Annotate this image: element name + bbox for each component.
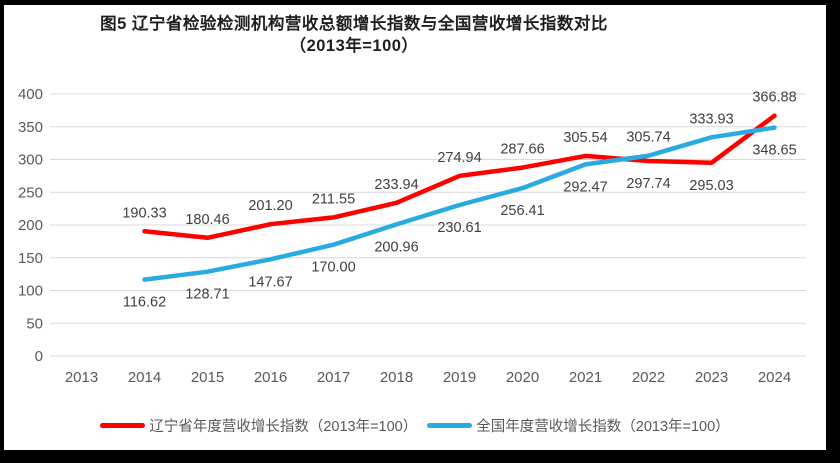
data-label-series-1: 292.47	[563, 179, 607, 195]
data-label-series-0: 305.54	[563, 130, 607, 146]
x-axis-tick-label: 2023	[695, 369, 728, 386]
series-line-1	[142, 125, 777, 282]
legend-item-national: 全国年度营收增长指数（2013年=100）	[427, 415, 730, 436]
x-axis-tick-label: 2024	[758, 369, 791, 386]
y-axis-tick-label: 300	[18, 152, 43, 169]
legend-label-liaoning: 辽宁省年度营收增长指数（2013年=100）	[149, 418, 418, 435]
chart-title: 图5 辽宁省检验检测机构营收总额增长指数与全国营收增长指数对比	[100, 15, 608, 33]
y-axis-tick-label: 400	[18, 86, 43, 103]
x-axis-tick-label: 2021	[569, 369, 602, 386]
data-label-series-1: 128.71	[185, 287, 229, 303]
y-axis-tick-label: 0	[35, 348, 43, 365]
chart-header: 图5 辽宁省检验检测机构营收总额增长指数与全国营收增长指数对比 （2013年=1…	[4, 13, 704, 57]
x-axis-tick-label: 2020	[506, 369, 539, 386]
data-label-series-1: 333.93	[689, 111, 733, 127]
legend-swatch-national	[427, 422, 473, 428]
legend-item-liaoning: 辽宁省年度营收增长指数（2013年=100）	[100, 415, 417, 436]
data-label-series-1: 230.61	[437, 220, 481, 236]
legend-label-national: 全国年度营收增长指数（2013年=100）	[476, 418, 730, 435]
data-label-series-1: 170.00	[311, 260, 355, 276]
data-label-series-0: 211.55	[312, 191, 355, 207]
data-label-series-1: 348.65	[752, 143, 796, 159]
data-label-series-1: 256.41	[500, 203, 544, 219]
data-label-series-0: 274.94	[437, 150, 481, 166]
data-label-series-0: 366.88	[752, 90, 796, 106]
data-label-series-0: 295.03	[689, 178, 733, 194]
y-axis-tick-label: 100	[18, 283, 43, 300]
data-label-series-0: 190.33	[122, 205, 166, 221]
data-label-series-1: 147.67	[248, 274, 292, 290]
data-label-series-1: 200.96	[374, 239, 418, 255]
data-label-series-1: 116.62	[123, 295, 166, 311]
x-axis-tick-label: 2019	[443, 369, 476, 386]
data-label-series-0: 201.20	[248, 198, 292, 214]
x-axis-tick-label: 2022	[632, 369, 665, 386]
y-axis-tick-label: 50	[26, 315, 43, 332]
chart-subtitle: （2013年=100）	[289, 37, 419, 55]
x-axis-tick-label: 2016	[254, 369, 287, 386]
y-axis-tick-label: 200	[18, 217, 43, 234]
legend-swatch-liaoning	[100, 422, 146, 428]
x-axis-tick-label: 2014	[128, 369, 161, 386]
y-axis-tick-label: 250	[18, 184, 43, 201]
x-axis-tick-label: 2015	[191, 369, 224, 386]
data-label-series-0: 287.66	[500, 142, 544, 158]
y-axis-tick-label: 150	[18, 250, 43, 267]
x-axis-tick-label: 2017	[317, 369, 350, 386]
y-axis-tick-label: 350	[18, 119, 43, 136]
data-label-series-1: 305.74	[626, 130, 670, 146]
series-line-0	[142, 113, 777, 241]
data-label-series-0: 297.74	[626, 176, 670, 192]
x-axis-tick-label: 2013	[65, 369, 98, 386]
chart-legend: 辽宁省年度营收增长指数（2013年=100） 全国年度营收增长指数（2013年=…	[4, 415, 826, 435]
data-label-series-0: 233.94	[374, 177, 418, 193]
x-axis-tick-label: 2018	[380, 369, 413, 386]
data-label-series-0: 180.46	[185, 212, 229, 228]
